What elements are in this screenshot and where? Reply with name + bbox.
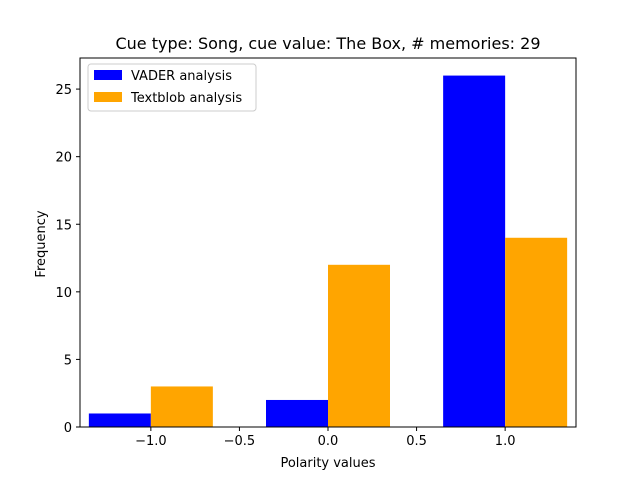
bars (88, 75, 568, 428)
x-axis: −1.0 −0.5 0.0 0.5 1.0 (135, 427, 515, 449)
bar-series-1-bin-3 (443, 75, 506, 428)
legend-swatch-1 (94, 70, 122, 80)
bar-series-1-bin-1 (88, 413, 151, 427)
y-tick-label: 10 (55, 286, 72, 301)
chart-title: Cue type: Song, cue value: The Box, # me… (115, 34, 540, 53)
bar-series-2-bin-1 (150, 386, 213, 427)
bar-series-2-bin-2 (328, 264, 390, 427)
legend-frame (87, 63, 257, 112)
legend-label-1: VADER analysis (131, 69, 232, 84)
y-tick-label: 20 (55, 151, 72, 166)
x-tick-label: 0.0 (318, 434, 339, 449)
y-axis-title: Frequency (34, 210, 49, 277)
bar-series-1-bin-2 (266, 399, 328, 427)
x-tick-label: −0.5 (224, 434, 256, 449)
y-tick-label: 0 (64, 421, 72, 436)
y-tick-label: 15 (55, 218, 72, 233)
legend: VADER analysis Textblob analysis (87, 63, 257, 112)
legend-swatch-2 (94, 92, 122, 102)
legend-label-2: Textblob analysis (130, 91, 242, 106)
y-axis: 0 5 10 15 20 25 (55, 83, 80, 436)
x-tick-label: 1.0 (495, 434, 516, 449)
x-tick-label: 0.5 (406, 434, 427, 449)
y-tick-label: 25 (55, 83, 72, 98)
y-tick-label: 5 (64, 353, 72, 368)
x-tick-label: −1.0 (135, 434, 167, 449)
bar-series-2-bin-3 (505, 237, 568, 427)
x-axis-title: Polarity values (280, 456, 375, 471)
